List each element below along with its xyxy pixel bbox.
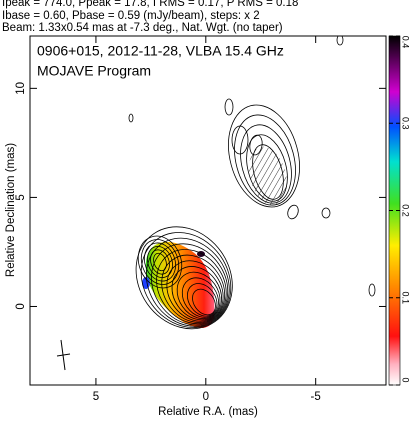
contour: [140, 232, 232, 328]
contour: [166, 260, 224, 322]
hatched-region: [248, 146, 288, 206]
contour: [249, 134, 263, 156]
contour: [144, 242, 176, 282]
contour: [287, 204, 299, 220]
colorbar-tick-label: 0.3: [401, 117, 409, 130]
contour: [140, 239, 180, 285]
contour: [147, 246, 173, 278]
contour: [153, 252, 167, 272]
polarization-region: [145, 241, 215, 329]
polarization-spot: [142, 277, 150, 289]
x-tick-label: 5: [93, 391, 99, 403]
contour: [145, 237, 230, 327]
y-axis-label: Relative Declination (mas): [5, 143, 17, 277]
contour: [171, 266, 222, 321]
contour: [231, 125, 249, 155]
contour: [234, 114, 296, 206]
colorbar-tick-label: 0.4: [401, 36, 409, 49]
contours: [128, 36, 376, 330]
contour: [150, 249, 170, 275]
contour: [228, 104, 300, 208]
plot-frame: [29, 35, 387, 386]
y-tick-label: 5: [15, 194, 27, 200]
colorbar-tick-label: 0.1: [401, 291, 409, 304]
contour: [128, 113, 134, 123]
x-axis-label: Relative R.A. (mas): [158, 406, 258, 418]
contour: [137, 235, 183, 289]
header-line: Ibase = 0.60, Pbase = 0.59 (mJy/beam), s…: [2, 10, 260, 22]
contour: [192, 288, 216, 316]
map: [56, 36, 376, 371]
y-tick-label: 0: [15, 303, 27, 309]
header-line: Ipeak = 774.0, Ppeak = 17.8, I RMS = 0.1…: [2, 0, 298, 9]
contour: [252, 144, 284, 200]
contour: [368, 283, 376, 297]
axes: [30, 35, 400, 386]
contour: [161, 254, 226, 323]
contour: [240, 124, 292, 204]
y-tick-label: 10: [15, 82, 27, 95]
header-line: Beam: 1.33x0.54 mas at -7.3 deg., Nat. W…: [2, 22, 283, 34]
colorbar-tick-label: 0.2: [401, 204, 409, 217]
beam: [56, 339, 71, 371]
x-tick-label: 0: [203, 391, 209, 403]
contour: [321, 207, 331, 219]
contour: [224, 98, 234, 116]
contour: [176, 271, 221, 320]
contour: [181, 277, 219, 318]
contour: [187, 283, 218, 317]
colorbar-tick-label: 0: [401, 377, 409, 382]
x-tick-label: -5: [311, 391, 321, 403]
chart-subtitle: MOJAVE Program: [37, 63, 151, 79]
contour: [135, 226, 233, 330]
contour: [156, 249, 227, 325]
contour: [336, 36, 344, 46]
chart-title: 0906+015, 2012-11-28, VLBA 15.4 GHz: [37, 43, 284, 59]
